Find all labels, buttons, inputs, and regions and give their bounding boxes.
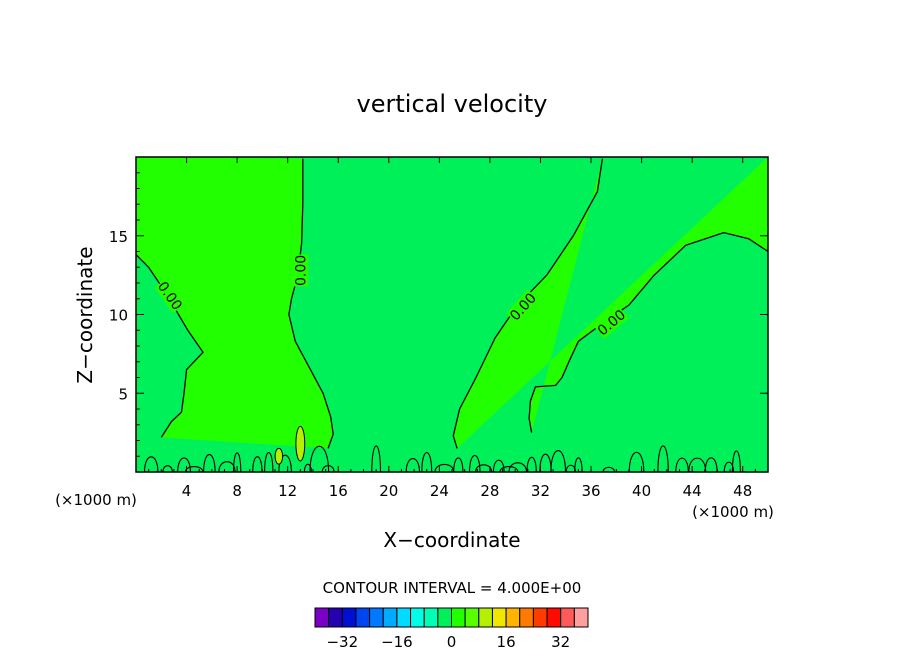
- colorbar-swatch: [546, 607, 562, 628]
- colorbar-tick-label: 32: [551, 633, 570, 651]
- surface-cell-contour: [499, 466, 519, 472]
- y-axis-ticks: 5 10 15: [109, 172, 768, 457]
- contour-label: 0.00: [293, 255, 309, 286]
- surface-cell-contour: [723, 461, 735, 472]
- colorbar-tick-label: −32: [326, 633, 358, 651]
- colorbar-swatch: [491, 607, 507, 628]
- x-tick-label: 48: [733, 482, 752, 500]
- colorbar-tick-label: 0: [447, 633, 457, 651]
- colorbar-swatch: [410, 607, 425, 628]
- contour-label-backing: [292, 254, 309, 287]
- x-tick-label: 24: [430, 482, 449, 500]
- contour-label-backing: [593, 305, 629, 339]
- x-axis-ticks: 4 8 12 16 20 24 28 32 36 40 44 48: [148, 157, 756, 500]
- x-axis-unit-right: (×1000 m): [692, 503, 774, 521]
- colorbar-swatch: [464, 607, 480, 628]
- surface-cell-contour: [232, 452, 242, 472]
- y-axis-label: Z−coordinate: [73, 246, 97, 383]
- colorbar: −32 −16 0 16 32: [314, 607, 589, 651]
- surface-cell-contour: [526, 456, 537, 472]
- colorbar-tick-label: 16: [497, 633, 516, 651]
- colorbar-swatch: [396, 607, 412, 628]
- x-tick-label: 32: [531, 482, 550, 500]
- surface-cell-contour: [550, 450, 567, 472]
- surface-cell-contour: [278, 454, 292, 472]
- zero-contour-upper-right-bulge: [528, 231, 768, 433]
- x-tick-label: 44: [683, 482, 702, 500]
- surface-cell-contour: [203, 453, 216, 472]
- colorbar-swatch: [355, 607, 371, 628]
- surface-cell-contour: [218, 461, 236, 472]
- zero-contour-left-edge: [136, 254, 204, 438]
- surface-cell-contour: [453, 457, 464, 472]
- zero-contour-x13: [288, 158, 334, 449]
- colorbar-swatch: [451, 607, 466, 628]
- surface-cell-contour: [468, 454, 481, 472]
- colorbar-swatch: [382, 607, 398, 628]
- colorbar-swatch: [532, 607, 548, 628]
- zero-contour-x36-branch: [452, 158, 604, 449]
- y-tick-label: 10: [109, 307, 128, 325]
- surface-cell-contour: [508, 462, 528, 472]
- x-axis-label: X−coordinate: [383, 528, 520, 552]
- colorbar-swatch: [423, 607, 439, 628]
- colorbar-tick-label: −16: [381, 633, 413, 651]
- plot-area: 0.000.000.00 0.00: [135, 156, 769, 473]
- surface-cell-contour: [177, 457, 191, 472]
- surface-cell-contour: [628, 452, 645, 472]
- surface-turbulence: [143, 445, 741, 472]
- surface-cell-contour: [675, 457, 689, 472]
- colorbar-swatch: [341, 607, 357, 628]
- surface-cell-contour: [162, 465, 173, 472]
- surface-cell-contour: [321, 465, 335, 472]
- surface-cell-contour: [657, 445, 669, 472]
- surface-cell-contour: [303, 463, 312, 472]
- x-tick-label: 36: [581, 482, 600, 500]
- surface-cell-contour: [252, 456, 263, 472]
- surface-cell-contour: [704, 457, 718, 472]
- surface-cell-contour: [371, 445, 382, 472]
- updraft-cell-x13: [295, 425, 306, 462]
- y-tick-label: 5: [118, 385, 128, 403]
- updraft-cell-x11: [274, 447, 284, 465]
- surface-cell-contour: [405, 458, 421, 472]
- positive-region-right: [453, 157, 768, 449]
- surface-cell-contour: [421, 452, 433, 472]
- contour-interval-text: CONTOUR INTERVAL = 4.000E+00: [323, 579, 582, 597]
- colorbar-swatch: [478, 607, 493, 628]
- x-axis-unit-left: (×1000 m): [55, 491, 137, 509]
- contour-label-backing: [506, 289, 540, 324]
- x-tick-label: 4: [182, 482, 192, 500]
- surface-cell-contour: [475, 464, 493, 472]
- x-tick-label: 40: [632, 482, 651, 500]
- colorbar-swatch: [328, 607, 343, 628]
- surface-cell-contour: [492, 459, 505, 472]
- x-tick-label: 20: [379, 482, 398, 500]
- colorbar-swatch: [369, 607, 384, 628]
- colorbar-swatch: [573, 607, 589, 628]
- positive-region-left: [136, 157, 334, 449]
- contour-label-backing: [154, 277, 186, 314]
- chart-title: vertical velocity: [357, 90, 548, 118]
- x-tick-label: 28: [480, 482, 499, 500]
- x-tick-label: 12: [278, 482, 297, 500]
- colorbar-swatch: [437, 607, 453, 628]
- surface-cell-contour: [309, 445, 330, 472]
- surface-cell-contour: [731, 450, 741, 472]
- colorbar-swatch: [560, 607, 575, 628]
- x-tick-label: 8: [232, 482, 242, 500]
- colorbar-swatch: [519, 607, 534, 628]
- surface-cell-contour: [264, 452, 274, 472]
- surface-cell-contour: [574, 457, 583, 472]
- x-tick-label: 16: [329, 482, 348, 500]
- colorbar-swatch: [505, 607, 521, 628]
- surface-cell-contour: [184, 466, 204, 472]
- surface-cell-contour: [143, 456, 159, 472]
- y-tick-label: 15: [109, 228, 128, 246]
- colorbar-swatch: [314, 607, 330, 628]
